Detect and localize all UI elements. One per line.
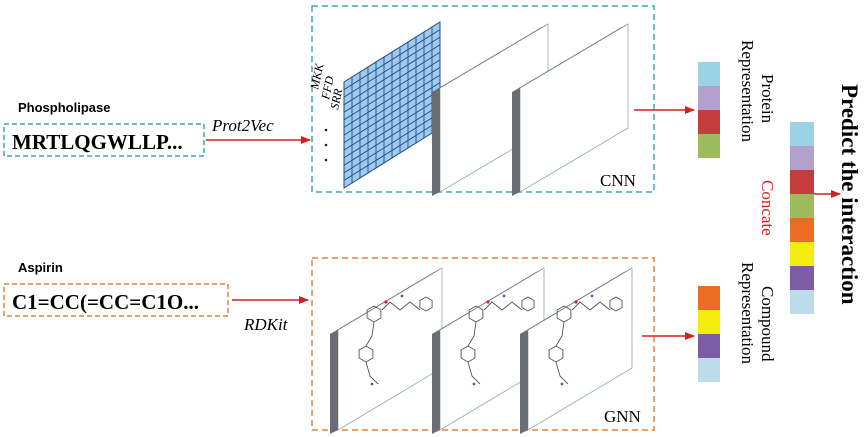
compound-smiles-box [3, 283, 229, 317]
grid-line [343, 74, 441, 136]
grid-line [343, 82, 441, 143]
prot2vec-label: Prot2Vec [211, 116, 274, 135]
compound-cell [698, 310, 720, 334]
gnn-layer-edge [432, 330, 440, 434]
gnn-layer-edge [520, 330, 528, 434]
protein-representation-line2: Representation [738, 40, 757, 142]
gnn-layer-edge [330, 330, 338, 434]
merged-cell [790, 170, 814, 194]
compound-name: Aspirin [18, 260, 63, 275]
cnn-layer-2 [512, 23, 629, 196]
molecule-sketch [460, 294, 535, 386]
grid-line [343, 51, 441, 113]
seq-fragment: SRR [327, 87, 345, 111]
gnn-layer-face [337, 267, 443, 431]
molecule-sketch [548, 294, 623, 386]
gnn-container [311, 257, 655, 431]
grid-line [343, 112, 441, 174]
ellipsis-dots [324, 128, 328, 162]
cnn-container [311, 5, 655, 193]
protein-sequence: MRTLQGWLLP... [12, 130, 183, 154]
grid-line [343, 97, 441, 159]
compound-cell [698, 334, 720, 358]
gnn-layer [520, 267, 633, 434]
gnn-layer [330, 267, 443, 434]
compound-representation-line1: Compound [758, 286, 777, 362]
protein-sequence-box [3, 123, 205, 157]
grid-line [343, 44, 441, 106]
merged-cell [790, 122, 814, 146]
gnn-layer [432, 267, 545, 434]
protein-name: Phospholipase [18, 100, 110, 115]
compound-cell [698, 286, 720, 310]
compound-cell [698, 358, 720, 382]
merged-cell [790, 218, 814, 242]
embedding-grid [343, 21, 441, 189]
gnn-label: GNN [604, 407, 641, 426]
grid-line [343, 104, 441, 166]
predict-label: Predict the interaction [837, 84, 862, 305]
grid-line [343, 29, 441, 90]
merged-cell [790, 290, 814, 314]
seq-fragment: MKK [307, 61, 327, 91]
compound-representation-line2: Representation [738, 262, 757, 364]
protein-cell [698, 62, 720, 86]
grid-line [343, 67, 441, 128]
concate-label: Concate [758, 180, 777, 236]
rdkit-label: RDKit [243, 315, 289, 334]
molecule-sketch [358, 294, 433, 386]
grid-line [343, 120, 441, 181]
cnn-layer-1 [432, 23, 549, 196]
protein-representation-bar [698, 62, 720, 158]
seq-fragment: FFD [318, 75, 337, 102]
protein-cell [698, 110, 720, 134]
merged-cell [790, 194, 814, 218]
grid-line [343, 59, 441, 121]
cnn-label: CNN [600, 171, 636, 190]
grid-line [343, 89, 441, 151]
merged-cell [790, 146, 814, 170]
protein-representation-line1: Protein [758, 74, 777, 124]
merged-cell [790, 242, 814, 266]
compound-smiles: C1=CC(=CC=C1O... [12, 290, 199, 314]
seq-fragments: MKK FFD SRR [307, 61, 345, 110]
grid-line [343, 36, 441, 98]
protein-cell [698, 86, 720, 110]
merged-representation-bar [790, 122, 814, 314]
gnn-layers [330, 267, 633, 434]
protein-cell [698, 134, 720, 158]
merged-cell [790, 266, 814, 290]
compound-representation-bar [698, 286, 720, 382]
